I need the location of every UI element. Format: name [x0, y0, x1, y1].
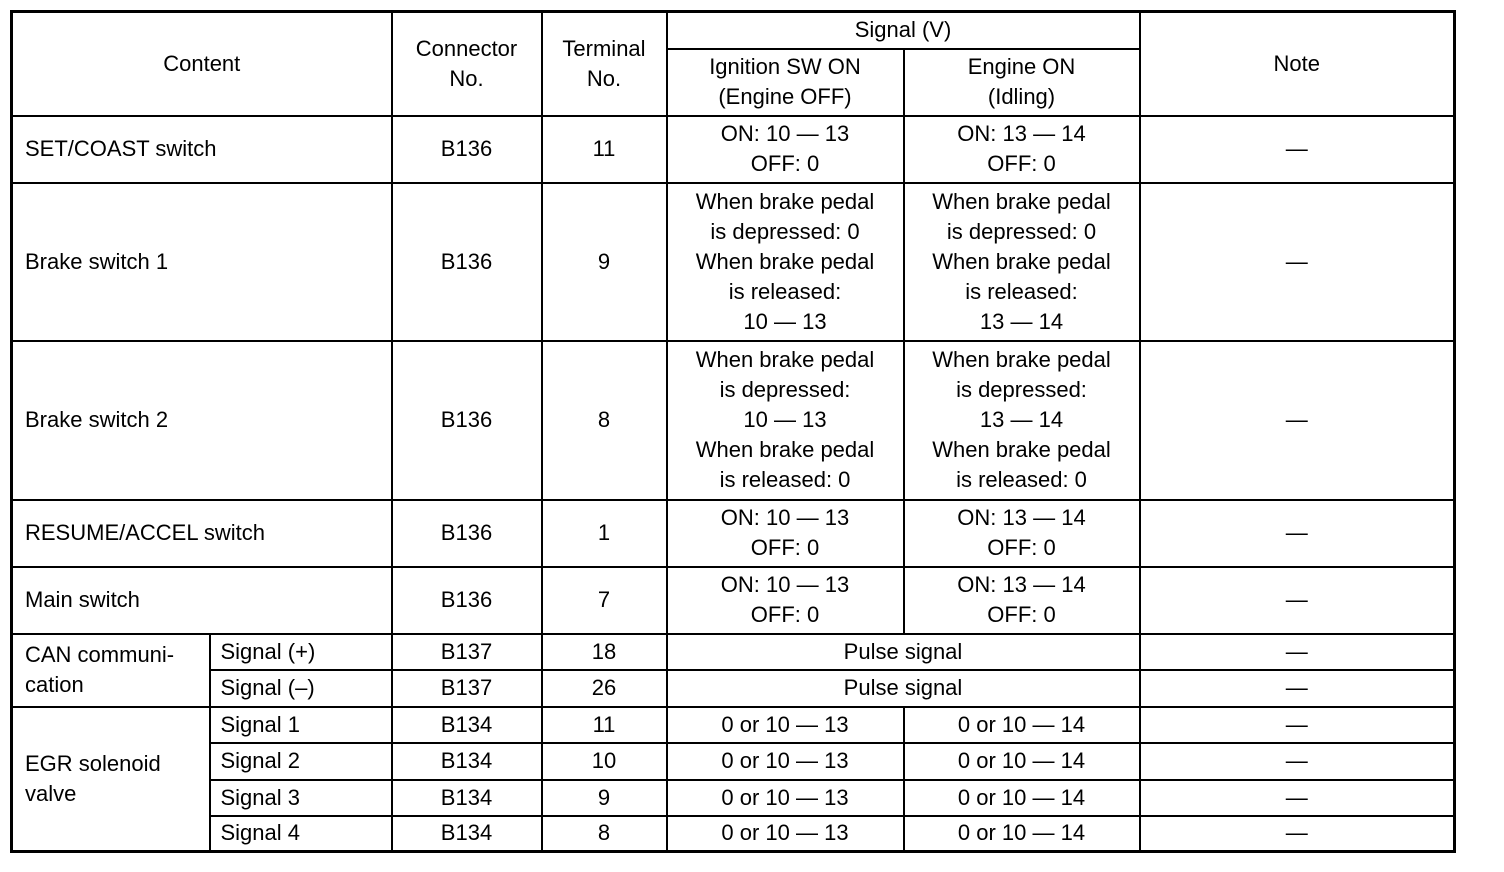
- terminal: 26: [540, 668, 668, 708]
- connector: B136: [390, 114, 543, 184]
- table-row: Signal 3 B134 9 0 or 10 — 13 0 or 10 — 1…: [12, 778, 1456, 817]
- note: —: [1138, 814, 1456, 853]
- table-row: CAN communi- cation Signal (+) B137 18 P…: [10, 632, 1456, 708]
- signal-ignition: 0 or 10 — 13: [665, 778, 905, 817]
- sub-content: Signal 4: [208, 814, 393, 853]
- note: —: [1138, 565, 1456, 635]
- terminal: 11: [540, 114, 668, 184]
- terminal: 7: [540, 565, 668, 635]
- header-ignition: Ignition SW ON (Engine OFF): [665, 47, 905, 117]
- note: —: [1138, 498, 1456, 568]
- signal-engine: ON: 13 — 14 OFF: 0: [902, 565, 1141, 635]
- terminal: 9: [540, 778, 668, 817]
- signal-ignition: ON: 10 — 13 OFF: 0: [665, 565, 905, 635]
- signal-ignition: ON: 10 — 13 OFF: 0: [665, 498, 905, 568]
- content: Brake switch 2: [10, 339, 393, 501]
- sub-content: Signal 1: [208, 705, 393, 744]
- signal-engine: 0 or 10 — 14: [902, 814, 1141, 853]
- table-row: Brake switch 1 B136 9 When brake pedal i…: [10, 181, 1456, 342]
- connector: B136: [390, 339, 543, 501]
- connector: B134: [390, 778, 543, 817]
- connector: B134: [390, 814, 543, 853]
- header-signal: Signal (V): [665, 10, 1141, 50]
- signal-engine: ON: 13 — 14 OFF: 0: [902, 498, 1141, 568]
- signal-ignition: When brake pedal is depressed: 10 — 13 W…: [665, 339, 905, 501]
- sub-content: Signal 3: [208, 778, 393, 817]
- content: RESUME/ACCEL switch: [10, 498, 393, 568]
- content: Main switch: [10, 565, 393, 635]
- connector: B137: [390, 632, 543, 671]
- terminal: 11: [540, 705, 668, 744]
- table-row: Signal (–) B137 26 Pulse signal —: [12, 668, 1456, 708]
- table-row: RESUME/ACCEL switch B136 1 ON: 10 — 13 O…: [10, 498, 1456, 568]
- table-row: Signal 2 B134 10 0 or 10 — 13 0 or 10 — …: [12, 741, 1456, 781]
- connector: B136: [390, 498, 543, 568]
- signal-engine: When brake pedal is depressed: 0 When br…: [902, 181, 1141, 342]
- table-row: Signal 4 B134 8 0 or 10 — 13 0 or 10 — 1…: [12, 814, 1456, 853]
- content: Brake switch 1: [10, 181, 393, 342]
- note: —: [1138, 668, 1456, 708]
- connector: B134: [390, 705, 543, 744]
- signal-ignition: ON: 10 — 13 OFF: 0: [665, 114, 905, 184]
- terminal: 8: [540, 339, 668, 501]
- table-row: Main switch B136 7 ON: 10 — 13 OFF: 0 ON…: [10, 565, 1456, 635]
- terminal: 18: [540, 632, 668, 671]
- note: —: [1138, 741, 1456, 781]
- can-group: CAN communi- cation: [10, 632, 211, 708]
- signal-table: Content Connector No. Terminal No. Signa…: [10, 10, 1456, 853]
- connector: B137: [390, 668, 543, 708]
- connector: B136: [390, 181, 543, 342]
- note: —: [1138, 705, 1456, 744]
- signal: Pulse signal: [665, 632, 1141, 671]
- sub-content: Signal (+): [208, 632, 393, 671]
- signal-engine: 0 or 10 — 14: [902, 778, 1141, 817]
- terminal: 9: [540, 181, 668, 342]
- signal-ignition: 0 or 10 — 13: [665, 705, 905, 744]
- table-row: Brake switch 2 B136 8 When brake pedal i…: [10, 339, 1456, 501]
- signal-engine: ON: 13 — 14 OFF: 0: [902, 114, 1141, 184]
- signal-ignition: 0 or 10 — 13: [665, 814, 905, 853]
- header-note: Note: [1138, 10, 1456, 117]
- sub-content: Signal (–): [208, 668, 393, 708]
- egr-group: EGR solenoid valve: [10, 705, 211, 853]
- signal-engine: 0 or 10 — 14: [902, 705, 1141, 744]
- signal-engine: When brake pedal is depressed: 13 — 14 W…: [902, 339, 1141, 501]
- signal-ignition: When brake pedal is depressed: 0 When br…: [665, 181, 905, 342]
- signal-ignition: 0 or 10 — 13: [665, 741, 905, 781]
- header-connector: Connector No.: [390, 10, 543, 117]
- sub-content: Signal 2: [208, 741, 393, 781]
- table-row: EGR solenoid valve Signal 1 B134 11 0 or …: [10, 705, 1456, 853]
- connector: B136: [390, 565, 543, 635]
- signal-engine: 0 or 10 — 14: [902, 741, 1141, 781]
- table-row: SET/COAST switch B136 11 ON: 10 — 13 OFF…: [10, 114, 1456, 184]
- terminal: 1: [540, 498, 668, 568]
- note: —: [1138, 632, 1456, 671]
- note: —: [1138, 181, 1456, 342]
- note: —: [1138, 114, 1456, 184]
- terminal: 8: [540, 814, 668, 853]
- header-engine: Engine ON (Idling): [902, 47, 1141, 117]
- note: —: [1138, 778, 1456, 817]
- header-content: Content: [10, 10, 393, 117]
- note: —: [1138, 339, 1456, 501]
- connector: B134: [390, 741, 543, 781]
- header-terminal: Terminal No.: [540, 10, 668, 117]
- terminal: 10: [540, 741, 668, 781]
- signal: Pulse signal: [665, 668, 1141, 708]
- content: SET/COAST switch: [10, 114, 393, 184]
